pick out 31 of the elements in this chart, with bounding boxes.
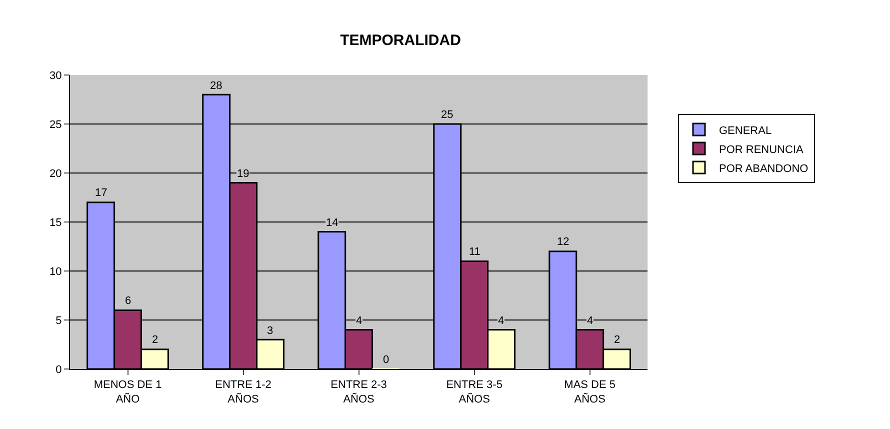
data-label: 4 <box>587 315 594 327</box>
data-label: 14 <box>326 217 338 229</box>
y-tick-label: 20 <box>50 168 62 180</box>
data-label: 2 <box>152 334 158 346</box>
data-label: 19 <box>237 168 250 180</box>
y-tick-label: 15 <box>50 216 62 229</box>
data-label: 12 <box>557 236 570 248</box>
y-tick-label: 5 <box>56 314 62 327</box>
data-label: 4 <box>498 315 504 327</box>
y-tick-label: 0 <box>56 364 62 376</box>
legend-label: POR RENUNCIA <box>719 144 804 156</box>
x-tick-label: MAS DE 5 AÑOS <box>564 379 616 406</box>
y-tick-label: 10 <box>50 266 62 278</box>
data-label: 11 <box>469 246 480 258</box>
y-tick-label: 30 <box>50 70 62 82</box>
legend-label: POR ABANDONO <box>719 162 809 175</box>
x-tick-label: ENTRE 3-5 AÑOS <box>446 379 502 406</box>
data-label: 0 <box>383 354 390 366</box>
data-label: 6 <box>125 295 132 307</box>
data-label: 28 <box>210 80 222 92</box>
chart-title: TEMPORALIDAD <box>340 32 462 49</box>
data-label: 17 <box>95 187 108 199</box>
data-label: 25 <box>441 109 454 121</box>
x-tick-label: ENTRE 1-2 AÑOS <box>215 379 272 406</box>
x-tick-label: ENTRE 2-3 AÑOS <box>330 379 387 406</box>
y-tick-label: 25 <box>50 118 62 131</box>
x-tick-label: MENOS DE 1 AÑO <box>94 379 162 406</box>
legend-label: GENERAL <box>719 124 772 137</box>
data-label: 2 <box>614 334 620 346</box>
data-label: 4 <box>356 315 362 327</box>
data-label: 3 <box>267 325 274 337</box>
